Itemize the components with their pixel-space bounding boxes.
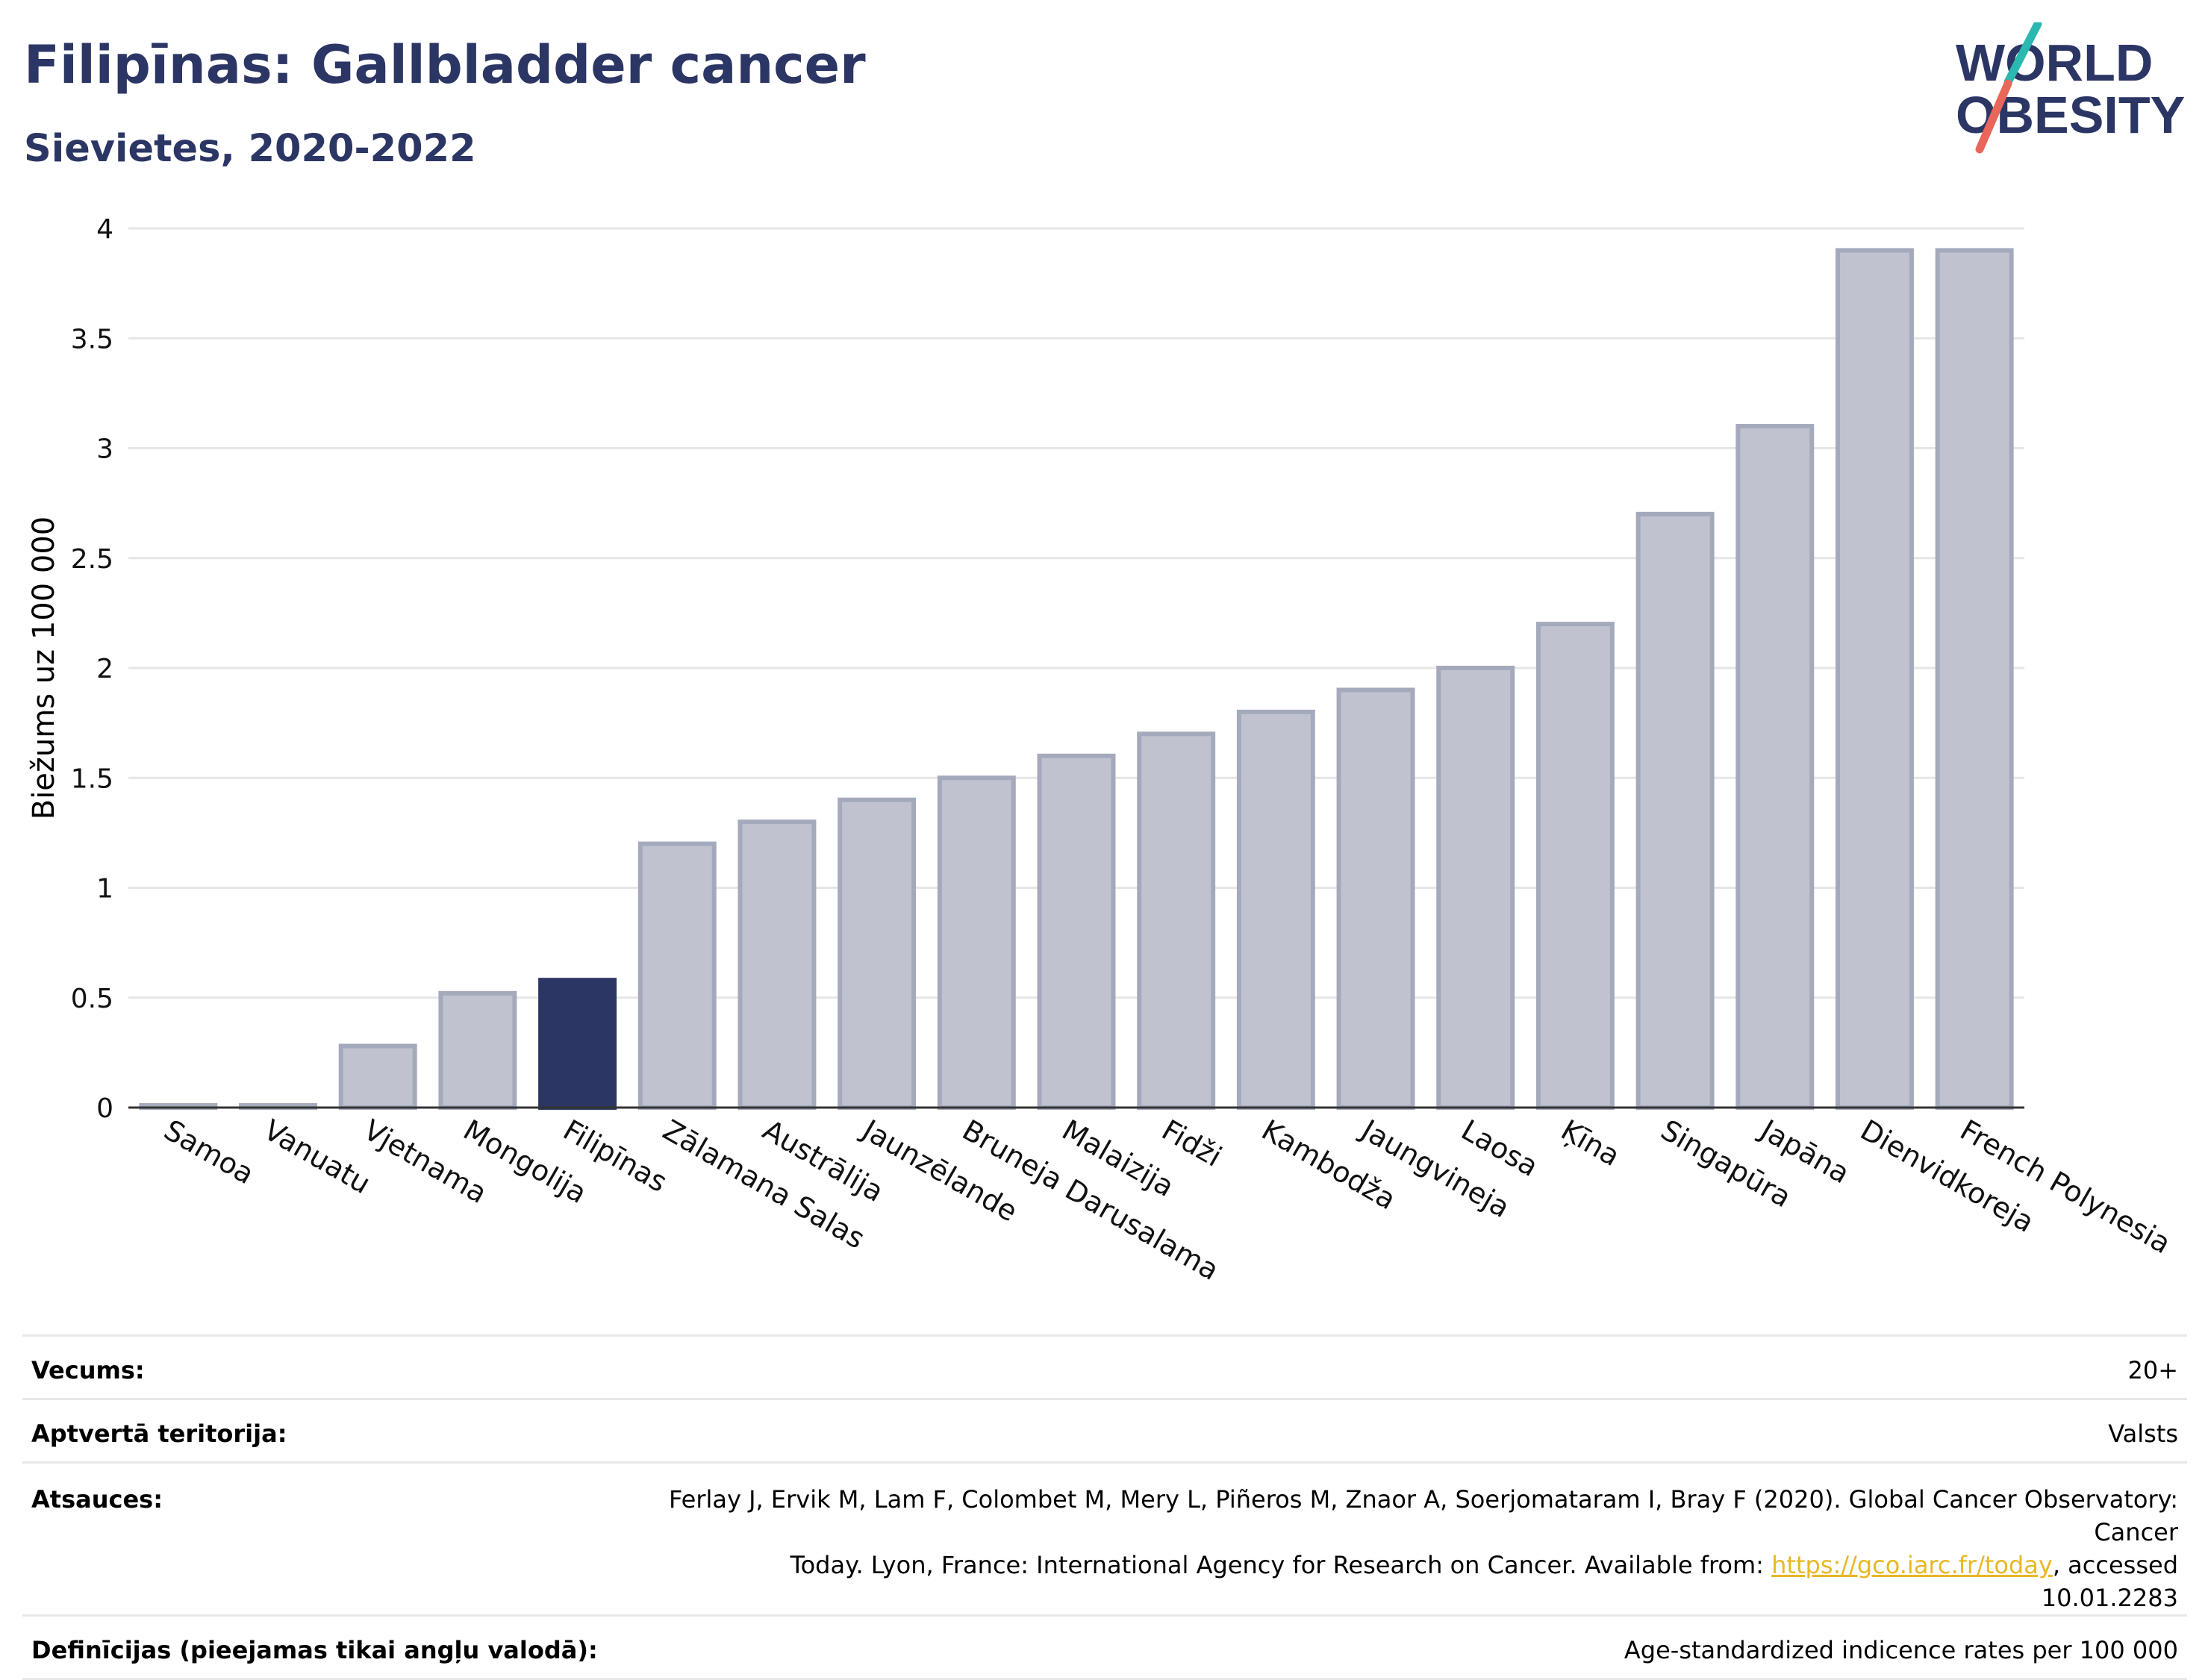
references-link[interactable]: https://gco.iarc.fr/today — [1771, 1551, 2053, 1579]
y-tick-label: 4 — [96, 214, 113, 245]
bar — [1735, 424, 1815, 1110]
definitions-value: Age-standardized indicence rates per 100… — [637, 1614, 2187, 1680]
bar — [1137, 731, 1216, 1110]
bar — [1037, 753, 1116, 1110]
references-line2-post: , accessed 10.01.2283 — [2041, 1551, 2178, 1612]
info-table: Vecums: 20+ Aptvertā teritorija: Valsts … — [22, 1334, 2187, 1680]
info-row-area: Aptvertā teritorija: Valsts — [22, 1398, 2187, 1463]
info-row-age: Vecums: 20+ — [22, 1334, 2187, 1399]
bar — [1336, 687, 1415, 1110]
references-line1: Ferlay J, Ervik M, Lam F, Colombet M, Me… — [669, 1485, 2178, 1546]
y-tick-label: 1 — [96, 874, 113, 905]
logo-slash-teal — [2003, 22, 2042, 87]
bar — [1535, 622, 1615, 1110]
area-value: Valsts — [637, 1398, 2187, 1463]
definitions-label: Definīcijas (pieejamas tikai angļu valod… — [22, 1614, 637, 1680]
bar-chart: 0 0.5 1 1.5 2 2.5 3 3.5 4 SamoaVanuatuVjetnamaMo… — [27, 214, 2176, 1287]
info-row-references: Atsauces: Ferlay J, Ervik M, Lam F, Colo… — [22, 1461, 2187, 1616]
references-value: Ferlay J, Ervik M, Lam F, Colombet M, Me… — [637, 1461, 2187, 1616]
x-tick-label: Samoa — [158, 1114, 259, 1191]
y-tick-label: 1.5 — [71, 764, 113, 794]
x-tick-label: Vanuatu — [258, 1114, 376, 1200]
x-tick-label: Fidži — [1156, 1114, 1227, 1173]
info-row-definitions: Definīcijas (pieejamas tikai angļu valod… — [22, 1614, 2187, 1680]
y-axis-label: Biežums uz 100 000 — [27, 516, 61, 820]
bar — [737, 819, 817, 1111]
y-tick-label: 3 — [96, 434, 113, 465]
bar — [1436, 666, 1515, 1110]
bar — [1836, 248, 1914, 1111]
y-tick-label: 2.5 — [71, 544, 113, 575]
bar — [937, 775, 1016, 1110]
references-label: Atsauces: — [22, 1461, 637, 1616]
y-tick-label: 0.5 — [71, 984, 113, 1014]
logo-text-world: WORLD — [1956, 34, 2153, 92]
age-label: Vecums: — [22, 1334, 637, 1399]
bars — [139, 248, 2014, 1111]
y-tick-label: 3.5 — [71, 324, 113, 355]
bar — [1635, 511, 1715, 1111]
bar — [838, 797, 917, 1110]
bar — [637, 841, 717, 1110]
y-tick-label: 0 — [96, 1093, 113, 1124]
y-axis-ticks: 0 0.5 1 1.5 2 2.5 3 3.5 4 — [71, 214, 113, 1124]
y-tick-label: 2 — [96, 654, 113, 684]
bar — [438, 990, 517, 1110]
x-tick-label: Dienvidkoreja — [1855, 1114, 2039, 1239]
bar — [1935, 248, 2014, 1111]
bar — [1236, 709, 1315, 1110]
references-line2-pre: Today. Lyon, France: International Agenc… — [790, 1551, 1772, 1579]
x-tick-label: Ķīna — [1556, 1114, 1626, 1173]
chart-subtitle: Sievietes, 2020-2022 — [24, 127, 476, 171]
bar — [338, 1043, 417, 1111]
age-value: 20+ — [637, 1334, 2187, 1399]
area-label: Aptvertā teritorija: — [22, 1398, 637, 1463]
x-axis-labels: SamoaVanuatuVjetnamaMongolijaFilipīnasZā… — [158, 1113, 2176, 1287]
logo-slash-coral — [1975, 79, 2012, 154]
bar — [538, 978, 617, 1110]
chart-title: Filipīnas: Gallbladder cancer — [24, 34, 866, 96]
world-obesity-logo: WORLD OBESITY — [1956, 22, 2185, 154]
